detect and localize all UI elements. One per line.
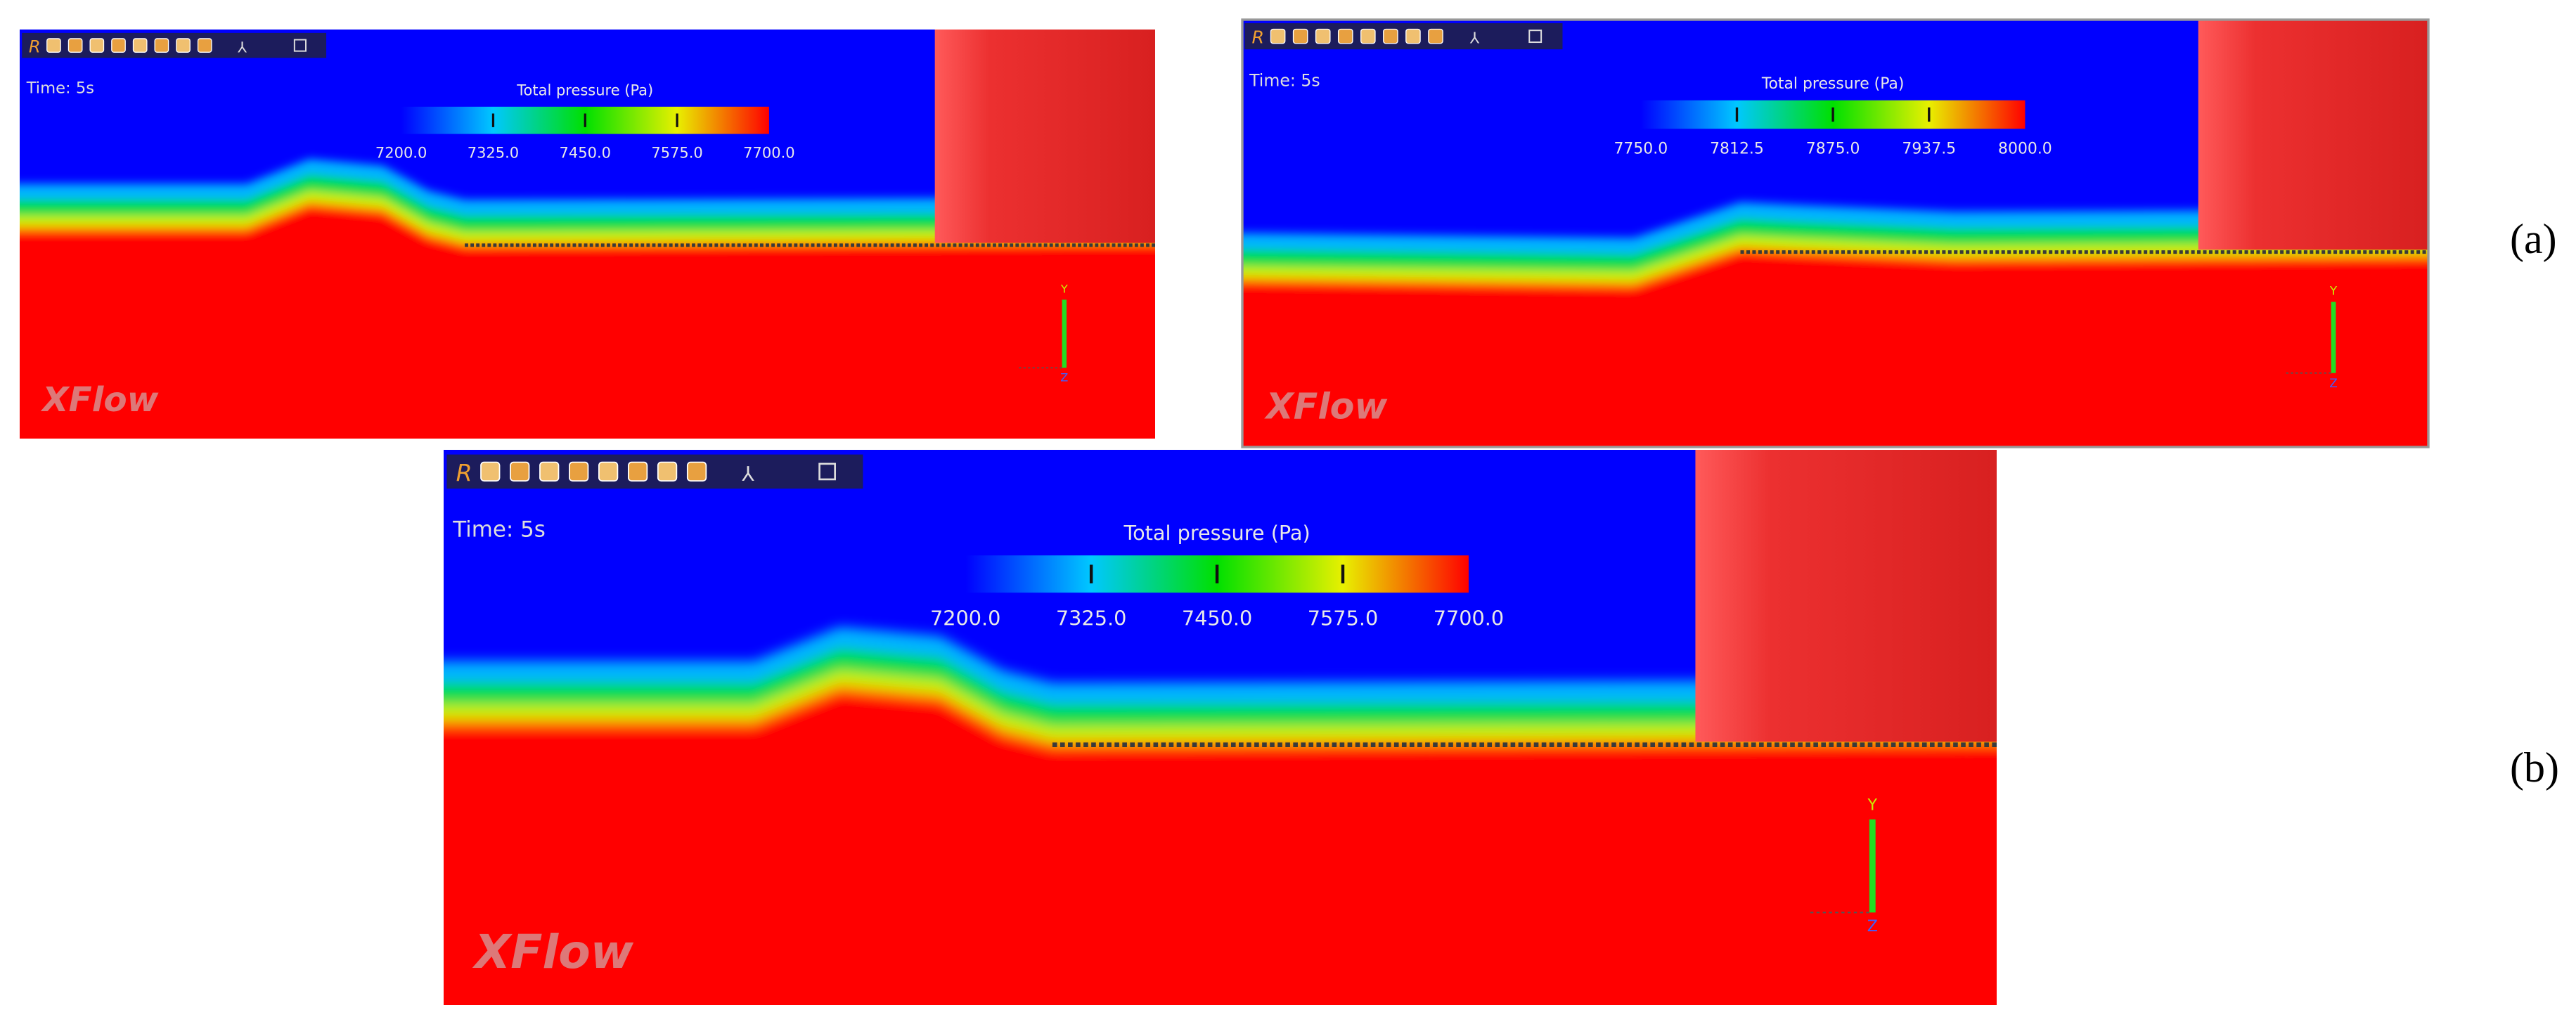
panel-label: (b) — [2510, 744, 2559, 791]
toolbar-icon — [176, 38, 191, 53]
colorbar-tick-label: 7200.0 — [375, 144, 427, 161]
toolbar-icon — [67, 38, 83, 53]
colorbar-title: Total pressure (Pa) — [516, 82, 653, 99]
toolbar-icon — [1292, 28, 1308, 44]
toolbar-icon — [46, 38, 61, 53]
colorbar-tick-label: 7750.0 — [1614, 141, 1668, 158]
colorbar-tick-label: 7325.0 — [468, 144, 519, 161]
toolbar-icon — [627, 461, 648, 482]
toolbar-icon: ⅄ — [1470, 30, 1480, 48]
toolbar-label: R — [29, 37, 41, 56]
toolbar-label: R — [1251, 27, 1264, 48]
toolbar-icon: ⅄ — [237, 39, 247, 56]
watermark: XFlow — [40, 380, 158, 420]
toolbar-icon — [111, 38, 126, 53]
colorbar-tick-label: 7325.0 — [1056, 607, 1126, 630]
time-label: Time: 5s — [26, 79, 94, 97]
toolbar-icon — [480, 461, 501, 482]
toolbar-icon — [569, 461, 589, 482]
axis-label: Y — [1060, 283, 1068, 296]
colorbar-tick-label: 7937.5 — [1902, 141, 1956, 158]
toolbar-icon — [154, 38, 169, 53]
pressure-layer — [444, 692, 1997, 1006]
toolbar-icon — [657, 461, 678, 482]
toolbar-icon — [1315, 28, 1331, 44]
toolbar-label: R — [456, 459, 472, 486]
toolbar-icon — [1528, 30, 1543, 44]
toolbar-icon — [1405, 28, 1421, 44]
obstacle — [1695, 450, 1997, 742]
toolbar-icon: ⅄ — [741, 462, 754, 486]
panel-content: R ⅄ Time: 5s Total pressure (Pa) 7750.0 7812.… — [1242, 20, 2429, 448]
toolbar-icon — [686, 461, 707, 482]
colorbar-tick-label: 8000.0 — [1998, 141, 2052, 158]
colorbar-tick-label: 7875.0 — [1806, 141, 1860, 158]
pressure-field — [1242, 202, 2429, 448]
toolbar-icon — [1383, 28, 1398, 44]
toolbar-icon — [132, 38, 148, 53]
watermark: XFlow — [1264, 386, 1388, 427]
panel-content: R ⅄ Time: 5s Total pressure (Pa) 7200.0 7325.… — [444, 450, 1997, 1006]
axis-label: Y — [1867, 796, 1878, 814]
time-label: Time: 5s — [452, 517, 546, 543]
toolbar-icon — [1337, 28, 1353, 44]
time-label: Time: 5s — [1249, 70, 1320, 90]
colorbar-tick-label: 7575.0 — [651, 144, 702, 161]
colorbar-tick-label: 7200.0 — [930, 607, 1000, 630]
toolbar — [1244, 23, 1563, 50]
toolbar — [22, 32, 327, 58]
toolbar-icon — [1428, 28, 1443, 44]
viewport-panel: R ⅄ Time: 5s Total pressure (Pa) 7200.0 7325.… — [20, 30, 1156, 439]
colorbar-title: Total pressure (Pa) — [1123, 521, 1310, 545]
toolbar-icon — [510, 461, 530, 482]
panel-content: R ⅄ Time: 5s Total pressure (Pa) 7200.0 7325.… — [20, 30, 1156, 439]
axis-label: Z — [1060, 371, 1068, 384]
colorbar-tick-label: 7700.0 — [743, 144, 794, 161]
panel-label: (a) — [2510, 216, 2557, 262]
watermark: XFlow — [472, 924, 634, 979]
toolbar-icon — [89, 38, 105, 53]
pressure-layer — [1242, 252, 2429, 448]
colorbar-tick-label: 7450.0 — [560, 144, 611, 161]
toolbar-icon — [818, 462, 836, 481]
axis-label: Y — [2329, 283, 2338, 297]
obstacle — [2198, 20, 2428, 250]
toolbar — [446, 454, 863, 489]
viewport-panel: R ⅄ Time: 5s Total pressure (Pa) 7750.0 7812.… — [1241, 18, 2430, 448]
axis-label: Z — [1867, 917, 1878, 936]
axis-label: Z — [2329, 376, 2338, 390]
pressure-field — [20, 159, 1156, 439]
toolbar-icon — [598, 461, 619, 482]
toolbar-icon — [539, 461, 560, 482]
colorbar-tick-label: 7812.5 — [1710, 141, 1764, 158]
pressure-field — [444, 626, 1997, 1006]
toolbar-icon — [197, 38, 212, 53]
colorbar-tick-label: 7700.0 — [1434, 607, 1504, 630]
colorbar-tick-label: 7450.0 — [1182, 607, 1252, 630]
pressure-layer — [20, 206, 1156, 439]
viewport-panel: R ⅄ Time: 5s Total pressure (Pa) 7200.0 7325.… — [444, 450, 1997, 1006]
toolbar-icon — [1360, 28, 1376, 44]
obstacle — [934, 30, 1155, 243]
panel-border — [1241, 18, 2430, 448]
toolbar-icon — [293, 39, 307, 52]
colorbar-tick-label: 7575.0 — [1308, 607, 1378, 630]
toolbar-icon — [1270, 28, 1286, 44]
colorbar-title: Total pressure (Pa) — [1761, 75, 1905, 93]
